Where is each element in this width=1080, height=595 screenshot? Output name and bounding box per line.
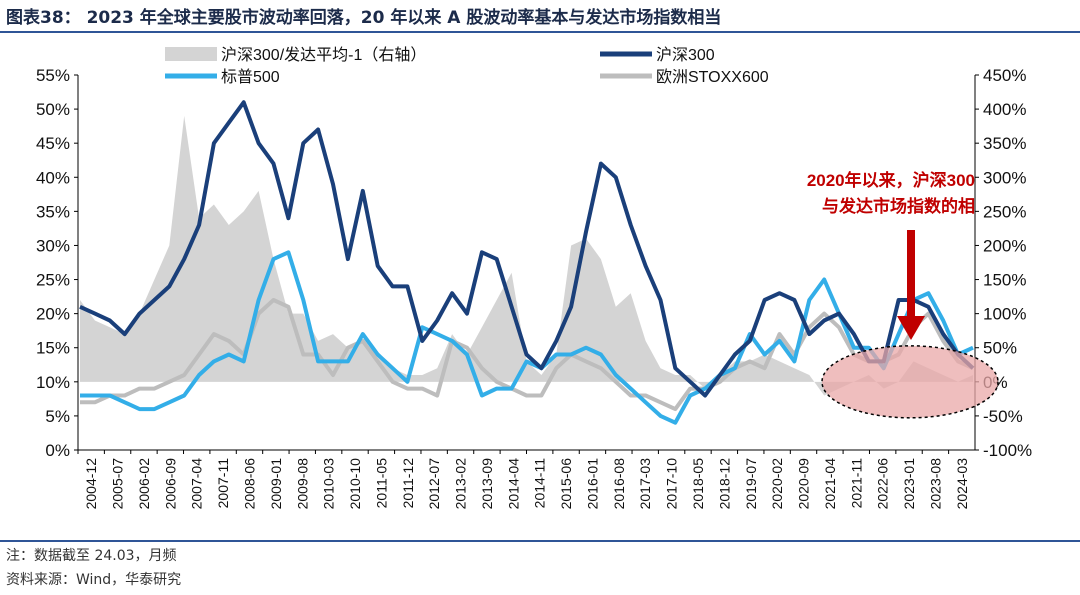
x-tick-label: 2022-06 [875,458,891,510]
legend-label-stoxx: 欧洲STOXX600 [656,68,769,86]
x-tick-label: 2024-03 [954,458,970,510]
x-tick-label: 2007-04 [189,458,205,510]
x-tick-label: 2018-12 [716,458,732,510]
left-tick-label: 10% [36,373,70,392]
left-tick-label: 55% [36,66,70,85]
left-tick-label: 45% [36,134,70,153]
left-tick-label: 40% [36,168,70,187]
series-line-hs300 [79,100,975,398]
right-tick-label: 150% [983,271,1026,290]
x-tick-label: 2020-09 [796,458,812,510]
x-tick-label: 2016-08 [611,458,627,510]
right-tick-label: -100% [983,441,1032,460]
x-tick-label: 2021-04 [822,458,838,510]
left-tick-label: 30% [36,236,70,255]
x-tick-label: 2017-10 [664,458,680,510]
x-tick-label: 2010-10 [347,458,363,510]
right-tick-label: 200% [983,236,1026,255]
left-tick-label: 0% [45,441,70,460]
volatility-chart: 0% 5% 10% 15% 20% 25% 30% 35% 40% 45% 50% 55% -100% -… [36,46,1032,510]
x-tick-label: 2005-07 [110,458,126,510]
x-tick-label: 2023-01 [901,458,917,510]
annotation-text: 2020年以来，沪深300 [807,170,975,190]
series-area-ratio [80,115,973,396]
x-tick-label: 2006-09 [162,458,178,510]
right-tick-label: -50% [983,407,1023,426]
series-line-sp500 [80,250,974,425]
x-tick-label: 2013-02 [453,458,469,510]
footer-divider [0,540,1080,542]
left-tick-label: 25% [36,271,70,290]
left-tick-label: 5% [45,407,70,426]
x-tick-label: 2023-08 [927,458,943,510]
x-tick-label: 2016-01 [584,458,600,510]
x-tick-label: 2012-07 [426,458,442,510]
x-tick-label: 2021-11 [848,458,864,509]
x-tick-label: 2019-07 [743,458,759,510]
right-tick-label: 350% [983,134,1026,153]
x-tick-label: 2009-01 [268,458,284,510]
series-line-stoxx600 [80,298,974,412]
x-tick-label: 2009-08 [294,458,310,510]
legend-swatch-ratio [165,47,217,61]
legend-label-hs300: 沪深300 [656,46,715,64]
title-divider [0,31,1080,33]
highlight-ellipse [821,345,999,419]
annotation-arrow-head [897,316,925,340]
right-tick-label: 400% [983,100,1026,119]
x-tick-label: 2008-06 [241,458,257,510]
chart-title: 图表38： 2023 年全球主要股市波动率回落，20 年以来 A 股波动率基本与… [6,8,722,28]
right-tick-label: 100% [983,305,1026,324]
x-tick-label: 2020-02 [769,458,785,510]
right-tick-label: 50% [983,339,1017,358]
left-tick-label: 15% [36,339,70,358]
x-tick-label: 2014-11 [532,458,548,509]
right-tick-label: 300% [983,168,1026,187]
footnote: 注：数据截至 24.03，月频 [6,548,177,564]
x-tick-label: 2011-12 [400,458,416,509]
annotation-text: 与发达市场指数的相 [822,196,975,216]
left-tick-label: 20% [36,305,70,324]
x-tick-label: 2006-02 [136,458,152,510]
x-tick-label: 2007-11 [215,458,231,509]
x-tick-label: 2004-12 [83,458,99,510]
x-tick-label: 2017-03 [637,458,653,510]
x-tick-label: 2015-06 [558,458,574,510]
right-tick-label: 250% [983,202,1026,221]
right-tick-label: 450% [983,66,1026,85]
x-tick-label: 2013-09 [479,458,495,510]
left-tick-label: 35% [36,202,70,221]
x-tick-label: 2018-05 [690,458,706,510]
source-note: 资料来源：Wind，华泰研究 [6,572,182,588]
x-tick-label: 2011-05 [373,458,389,509]
x-tick-label: 2014-04 [505,458,521,510]
left-tick-label: 50% [36,100,70,119]
x-tick-label: 2010-03 [321,458,337,510]
legend-label-ratio: 沪深300/发达平均-1（右轴） [221,46,426,64]
annotation-arrow-shaft [907,230,915,318]
legend-label-sp500: 标普500 [221,68,280,86]
